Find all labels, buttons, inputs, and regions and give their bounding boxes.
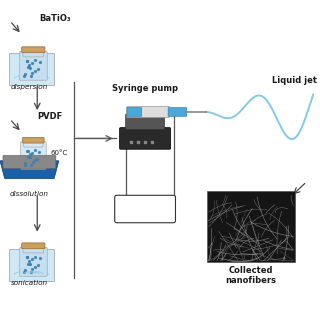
FancyBboxPatch shape (22, 138, 44, 143)
Text: sonication: sonication (11, 280, 48, 285)
FancyBboxPatch shape (20, 247, 47, 276)
FancyBboxPatch shape (126, 114, 164, 129)
Text: Collected
nanofibers: Collected nanofibers (226, 266, 276, 285)
FancyBboxPatch shape (120, 128, 171, 149)
FancyBboxPatch shape (23, 247, 44, 253)
Text: Liquid jet: Liquid jet (272, 76, 316, 84)
FancyBboxPatch shape (3, 156, 56, 168)
FancyBboxPatch shape (168, 108, 187, 116)
FancyBboxPatch shape (127, 108, 142, 116)
Text: dissolution: dissolution (10, 191, 49, 197)
Text: BaTiO₃: BaTiO₃ (39, 14, 71, 23)
Bar (9, 53, 54, 85)
Text: Syringe pump: Syringe pump (112, 84, 178, 93)
FancyBboxPatch shape (24, 141, 43, 147)
FancyBboxPatch shape (115, 195, 175, 223)
Bar (207, 191, 295, 262)
Text: High Voltage: High Voltage (115, 204, 176, 213)
FancyBboxPatch shape (20, 52, 47, 80)
FancyBboxPatch shape (22, 243, 45, 249)
Text: 60°C: 60°C (51, 150, 68, 156)
Bar (9, 249, 54, 281)
FancyBboxPatch shape (23, 51, 44, 57)
FancyBboxPatch shape (20, 142, 46, 169)
FancyBboxPatch shape (22, 47, 45, 52)
Polygon shape (0, 161, 59, 179)
Text: dispersion: dispersion (11, 84, 48, 90)
Text: PVDF: PVDF (37, 112, 62, 121)
FancyBboxPatch shape (127, 107, 169, 117)
